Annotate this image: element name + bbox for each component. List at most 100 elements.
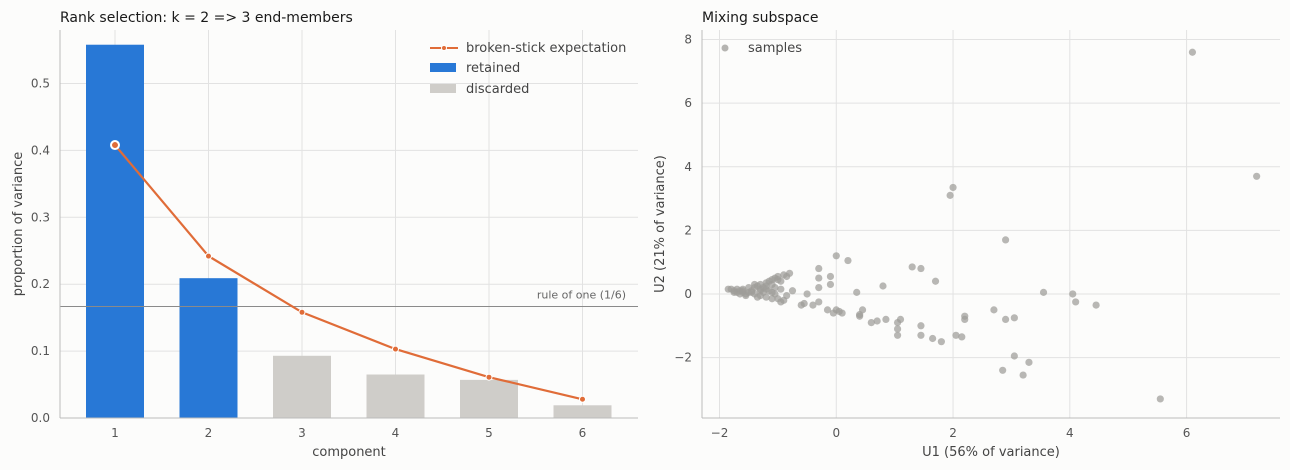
right-y-tick-label: 2	[684, 223, 692, 237]
sample-point	[1001, 236, 1010, 244]
right-y-tick-label: 8	[684, 33, 692, 47]
mixing-subspace-chart: Mixing subspace −2 0 2 4 6 −2 0 2 4 6 8 U1 (56% of…	[653, 10, 1280, 460]
sample-point	[768, 288, 776, 296]
right-legend: samples	[721, 41, 802, 56]
bar-discarded-6	[553, 405, 612, 418]
sample-point	[990, 306, 998, 314]
sample-point	[946, 191, 954, 199]
left-x-tick-label: 4	[392, 426, 400, 440]
sample-point	[788, 287, 797, 295]
sample-point	[1069, 290, 1077, 298]
legend-discarded-label: discarded	[466, 82, 529, 97]
left-y-axis-label: proportion of variance	[11, 152, 26, 296]
right-x-tick-label: 0	[832, 426, 840, 440]
sample-point	[739, 287, 747, 295]
broken-stick-point-1	[110, 140, 120, 151]
sample-point	[1010, 352, 1018, 360]
sample-point	[917, 322, 925, 330]
sample-point	[1072, 298, 1080, 306]
sample-point	[937, 338, 945, 346]
left-y-tick-label: 0.4	[31, 143, 50, 157]
sample-point	[783, 272, 791, 281]
sample-point	[750, 280, 759, 289]
broken-stick-line	[114, 144, 583, 401]
left-legend: broken-stick expectation retained discar…	[430, 41, 626, 97]
sample-point	[931, 277, 940, 285]
sample-point	[917, 264, 925, 273]
sample-point	[853, 288, 861, 296]
sample-point	[748, 288, 756, 296]
sample-point	[1001, 315, 1010, 324]
sample-point	[823, 306, 832, 314]
sample-point	[949, 183, 957, 192]
sample-point	[844, 256, 852, 265]
left-y-tick-label: 0.5	[31, 77, 50, 91]
sample-point	[826, 280, 835, 289]
sample-point	[893, 325, 902, 333]
left-x-tick-label: 1	[111, 426, 119, 440]
right-y-tick-label: 4	[684, 160, 692, 174]
sample-point	[952, 331, 960, 339]
sample-point	[783, 291, 791, 300]
legend-retained-label: retained	[466, 61, 520, 76]
sample-point	[756, 285, 764, 293]
legend-samples-marker	[721, 44, 729, 52]
bar-retained-2	[179, 278, 238, 418]
left-x-tick-label: 6	[579, 426, 587, 440]
left-x-tick-label: 5	[485, 426, 493, 440]
broken-stick-point-2	[205, 252, 212, 260]
sample-point	[730, 288, 738, 296]
right-y-tick-label: −2	[674, 351, 692, 365]
bar-discarded-3	[273, 355, 331, 418]
legend-retained-swatch	[430, 63, 456, 72]
legend-line-marker	[441, 45, 447, 51]
sample-point	[1156, 395, 1164, 403]
sample-point	[893, 331, 902, 339]
sample-point	[1039, 288, 1048, 296]
sample-point	[826, 272, 835, 281]
sample-point	[1253, 172, 1261, 180]
sample-point	[815, 284, 823, 292]
right-x-tick-label: 4	[1066, 426, 1074, 440]
sample-point	[753, 293, 762, 301]
sample-point	[896, 315, 905, 324]
right-x-tick-label: 6	[1183, 426, 1191, 440]
sample-point	[1188, 48, 1197, 56]
sample-point	[999, 366, 1007, 374]
broken-stick-point-5	[485, 373, 493, 381]
sample-point	[961, 315, 969, 324]
sample-point	[856, 311, 864, 319]
left-chart-title: Rank selection: k = 2 => 3 end-members	[60, 10, 353, 26]
left-y-tick-label: 0.3	[31, 210, 50, 224]
sample-point	[803, 290, 811, 298]
right-y-axis-label: U2 (21% of variance)	[653, 155, 668, 293]
right-x-axis-label: U1 (56% of variance)	[922, 445, 1060, 460]
left-x-tick-label: 3	[298, 426, 306, 440]
sample-point	[879, 282, 887, 290]
sample-point	[762, 282, 770, 290]
sample-point	[815, 264, 823, 273]
bar-discarded-5	[460, 379, 518, 418]
sample-point	[838, 309, 846, 317]
sample-point	[832, 252, 840, 260]
sample-point	[774, 272, 782, 281]
sample-point	[867, 318, 875, 327]
legend-discarded-swatch	[430, 84, 456, 93]
legend-broken-stick-label: broken-stick expectation	[466, 41, 626, 56]
sample-point	[1019, 371, 1027, 379]
left-y-tick-label: 0.1	[31, 344, 50, 358]
rank-selection-chart: Rank selection: k = 2 => 3 end-members r…	[11, 10, 638, 460]
left-y-tick-label: 0.0	[31, 411, 50, 425]
bar-discarded-4	[366, 374, 425, 418]
sample-point	[958, 333, 966, 341]
legend-samples-label: samples	[748, 41, 802, 56]
sample-point	[1010, 314, 1018, 322]
sample-point	[917, 331, 925, 339]
right-x-tick-label: 2	[949, 426, 957, 440]
left-x-tick-label: 2	[205, 426, 213, 440]
sample-point	[809, 301, 817, 309]
left-y-tick-label: 0.2	[31, 277, 50, 291]
right-chart-title: Mixing subspace	[702, 10, 818, 26]
sample-point	[882, 315, 890, 324]
